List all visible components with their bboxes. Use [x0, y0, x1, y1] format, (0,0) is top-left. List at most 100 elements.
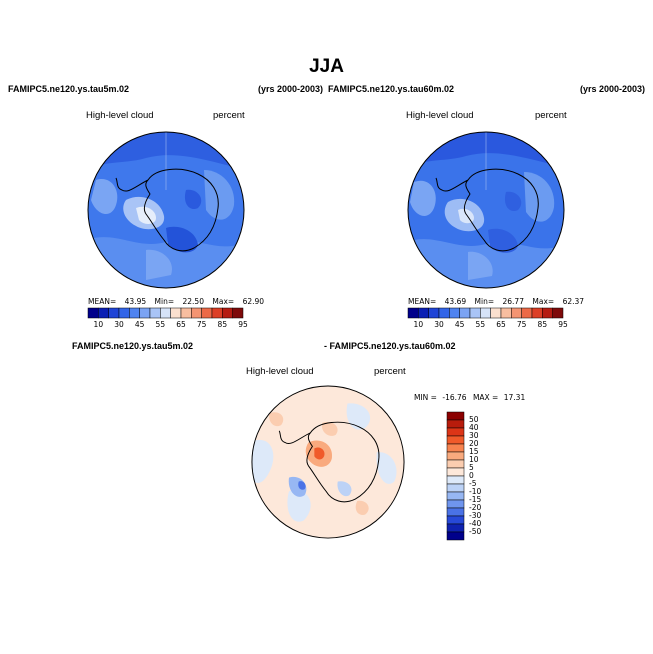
mean-value: 43.69 [444, 297, 467, 306]
colorbar-box [87, 307, 99, 319]
colorbar-box [446, 427, 465, 437]
min-value: 22.50 [182, 297, 204, 306]
colorbar-box [438, 307, 450, 319]
page-title: JJA [309, 56, 344, 77]
colorbar-box [446, 411, 465, 421]
colorbar-tick-label: 85 [537, 320, 548, 329]
diff-stats: MIN = -16.76 MAX = 17.31 [414, 393, 525, 402]
colorbar-box [459, 307, 471, 319]
case-title-right: FAMIPC5.ne120.ys.tau60m.02 [328, 84, 455, 94]
colorbar-box [446, 459, 465, 469]
colorbar-box [446, 467, 465, 477]
colorbar-box [521, 307, 533, 319]
colorbar-tick-label: -15 [469, 495, 482, 504]
colorbar-tick-label: 75 [516, 320, 527, 329]
max-label: Max= [532, 297, 555, 306]
colorbar-box [446, 451, 465, 461]
years-label-right: (yrs 2000-2003) [580, 84, 646, 94]
colorbar-box [469, 307, 481, 319]
colorbar-box [552, 307, 564, 319]
colorbar-box [446, 443, 465, 453]
colorbar-box [542, 307, 553, 319]
diff-variable-label: High-level cloud [246, 366, 314, 377]
colorbar-box [418, 307, 429, 319]
colorbar-box [446, 419, 465, 429]
colorbar-box [170, 307, 182, 319]
stats-left: MEAN= 43.95 Min= 22.50 Max= 62.90 [88, 297, 264, 306]
polar-map-tau60m [407, 131, 565, 289]
variable-label-left: High-level cloud [86, 110, 154, 121]
colorbar-tick-label: 0 [469, 471, 474, 480]
colorbar-difference [446, 411, 465, 541]
mean-value: 43.95 [124, 297, 147, 306]
colorbar-tick-label: 55 [475, 320, 486, 329]
colorbar-box [480, 307, 491, 319]
colorbar-box [446, 523, 465, 533]
colorbar-tick-label: -5 [469, 479, 477, 488]
colorbar-box [139, 307, 151, 319]
colorbar-tick-label: 5 [469, 463, 474, 472]
colorbar-box [511, 307, 522, 319]
colorbar-box [446, 475, 465, 485]
colorbar-tick-label: 65 [176, 320, 186, 329]
colorbar-tick-label: 95 [558, 320, 568, 329]
colorbar-box [98, 307, 109, 319]
colorbar-box [446, 531, 465, 541]
colorbar-box [531, 307, 543, 319]
colorbar-box [500, 307, 512, 319]
colorbar-box [407, 307, 419, 319]
min-label: Min= [154, 297, 175, 306]
colorbar-tick-label: 10 [413, 320, 424, 329]
stats-right: MEAN= 43.69 Min= 26.77 Max= 62.37 [408, 297, 584, 306]
colorbar-box [446, 491, 465, 501]
colorbar-tick-label: -10 [469, 487, 482, 496]
colorbar-tick-label: -20 [469, 503, 482, 512]
units-label-left: percent [213, 110, 245, 121]
colorbar-tick-label: 40 [469, 423, 479, 432]
units-label-right: percent [535, 110, 567, 121]
colorbar-tick-label: 30 [469, 431, 479, 440]
max-value: 62.37 [562, 297, 585, 306]
colorbar-tick-label: -30 [469, 511, 482, 520]
colorbar-right [407, 307, 564, 319]
diff-case-b: - FAMIPC5.ne120.ys.tau60m.02 [324, 341, 456, 351]
min-value: 26.77 [502, 297, 524, 306]
polar-map-tau5m [87, 131, 245, 289]
min-label: Min= [474, 297, 495, 306]
colorbar-tick-label: 65 [496, 320, 506, 329]
colorbar-tick-label: 15 [469, 447, 479, 456]
max-label: Max= [212, 297, 235, 306]
diff-min-label: MIN = [414, 393, 437, 402]
diff-units-label: percent [374, 366, 406, 377]
case-title-left: FAMIPC5.ne120.ys.tau5m.02 [8, 84, 130, 94]
diff-case-a: FAMIPC5.ne120.ys.tau5m.02 [72, 341, 194, 351]
colorbar-tick-label: 30 [114, 320, 124, 329]
colorbar-tick-label: 10 [469, 455, 479, 464]
colorbar-box [160, 307, 171, 319]
colorbar-tick-label: 30 [434, 320, 444, 329]
max-value: 62.90 [242, 297, 265, 306]
variable-label-right: High-level cloud [406, 110, 474, 121]
diff-max-label: MAX = [472, 393, 499, 402]
polar-map-difference [251, 385, 405, 539]
colorbar-tick-label: 20 [469, 439, 479, 448]
mean-label: MEAN= [88, 297, 117, 306]
colorbar-box [222, 307, 233, 319]
colorbar-tick-label: 10 [93, 320, 104, 329]
diff-min-value: -16.76 [442, 393, 467, 402]
colorbar-box [446, 435, 465, 445]
diff-max-value: 17.31 [503, 393, 526, 402]
mean-label: MEAN= [408, 297, 437, 306]
colorbar-box [446, 507, 465, 517]
colorbar-box [446, 483, 465, 493]
colorbar-box [446, 499, 465, 509]
colorbar-tick-label: -50 [469, 527, 482, 536]
colorbar-box [108, 307, 120, 319]
colorbar-box [446, 515, 465, 525]
colorbar-left [87, 307, 244, 319]
colorbar-box [232, 307, 244, 319]
colorbar-tick-label: 95 [238, 320, 248, 329]
colorbar-box [428, 307, 440, 319]
years-label-left: (yrs 2000-2003) [258, 84, 324, 94]
colorbar-box [490, 307, 502, 319]
